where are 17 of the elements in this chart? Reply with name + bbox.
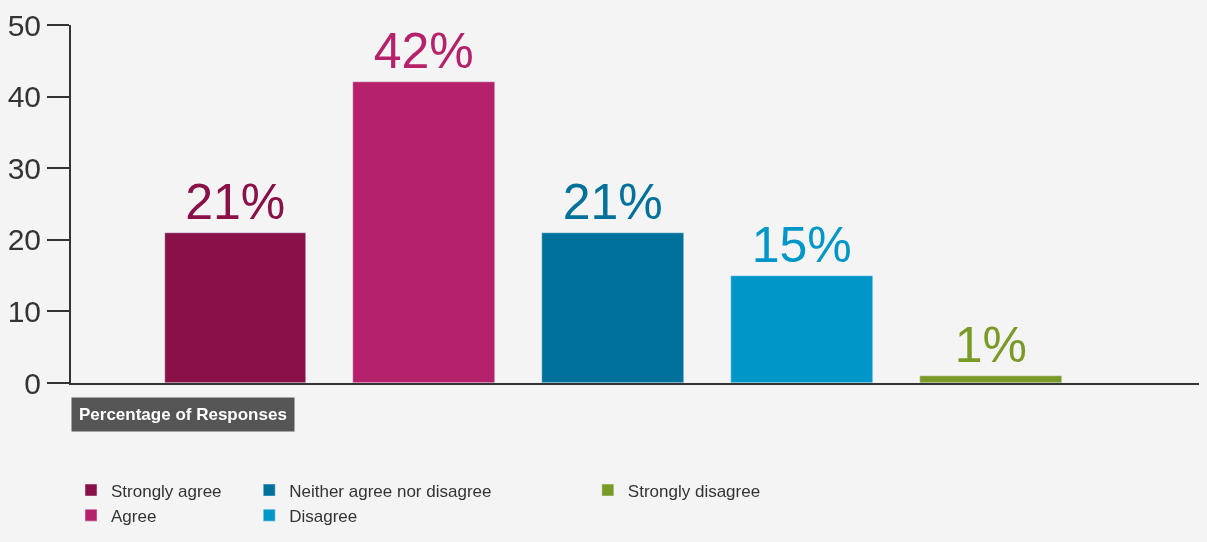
- data-label: 1%: [954, 316, 1027, 373]
- legend-label: Strongly agree: [111, 481, 222, 501]
- legend-label: Agree: [111, 506, 157, 526]
- legend-label: Neither agree nor disagree: [289, 481, 492, 501]
- data-label: 15%: [751, 216, 852, 273]
- legend-label: Strongly disagree: [627, 481, 761, 501]
- y-tick-label: 20: [7, 223, 41, 257]
- y-tick-label: 0: [24, 366, 41, 400]
- x-axis-title: Percentage of Responses: [79, 405, 287, 424]
- data-label: 21%: [562, 173, 663, 230]
- y-tick-label: 40: [7, 80, 41, 114]
- legend-label: Disagree: [289, 506, 358, 526]
- y-tick-label: 30: [7, 151, 41, 185]
- y-tick-label: 50: [7, 8, 41, 42]
- y-tick-label: 10: [7, 294, 41, 328]
- data-label: 42%: [373, 22, 474, 79]
- data-label: 21%: [185, 173, 286, 230]
